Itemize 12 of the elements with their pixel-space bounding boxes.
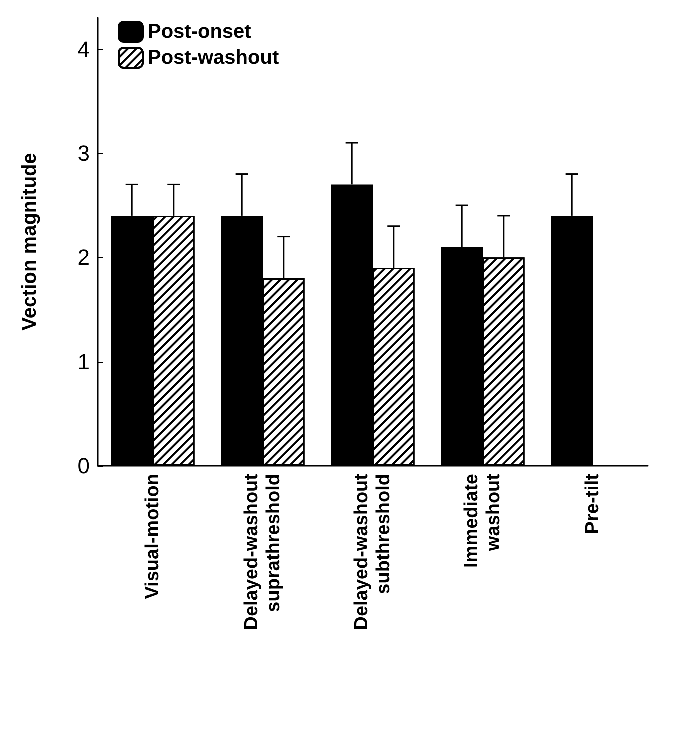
x-tick-label: Pre-tilt: [582, 473, 604, 534]
y-tick-label: 1: [78, 349, 90, 374]
y-tick-label: 3: [78, 140, 90, 166]
legend-label: Post-washout: [148, 47, 280, 69]
x-tick-label: Immediate washout: [462, 473, 504, 568]
y-axis-title: Vection magnitude: [19, 153, 41, 331]
x-tick-label: Delayed-washout suprathreshold: [242, 473, 284, 630]
y-tick-label: 4: [78, 36, 90, 62]
y-tick-label: 0: [78, 454, 90, 478]
y-tick-label: 2: [78, 245, 90, 270]
x-tick-label: Visual-motion: [142, 474, 164, 600]
legend-label: Post-onset: [148, 21, 252, 43]
